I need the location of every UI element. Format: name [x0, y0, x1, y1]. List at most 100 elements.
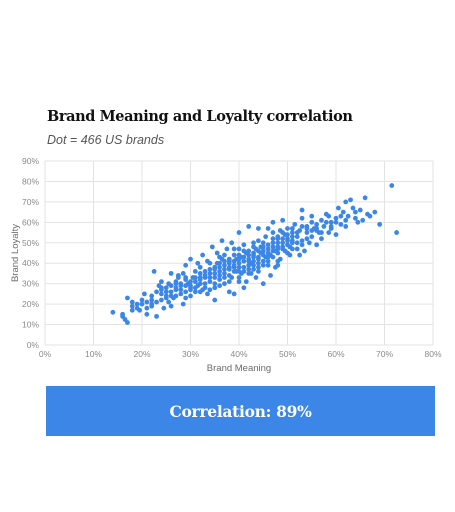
scatter-point: [270, 219, 276, 225]
scatter-point: [270, 244, 276, 250]
scatter-point: [202, 269, 208, 274]
scatter-point: [188, 256, 193, 262]
scatter-point: [270, 248, 276, 254]
scatter-point: [246, 252, 252, 258]
scatter-point: [241, 254, 247, 260]
scatter-point: [265, 226, 271, 231]
scatter-point: [154, 289, 159, 295]
scatter-point: [144, 305, 150, 311]
scatter-point: [236, 275, 242, 280]
scatter-point: [231, 252, 237, 258]
scatter-point: [299, 224, 305, 229]
scatter-point: [226, 279, 232, 285]
scatter-point: [251, 250, 256, 256]
scatter-point: [207, 275, 213, 280]
scatter-point: [222, 275, 227, 280]
scatter-point: [236, 260, 242, 266]
scatter-point: [134, 301, 140, 307]
scatter-point: [328, 219, 334, 225]
scatter-point: [367, 213, 373, 219]
scatter-point: [195, 260, 201, 266]
scatter-point: [222, 266, 227, 272]
scatter-point: [256, 238, 261, 244]
scatter-point: [336, 205, 341, 211]
scatter-point: [270, 254, 276, 260]
y-tick-label: 10%: [22, 320, 39, 330]
scatter-point: [180, 301, 186, 307]
scatter-point: [110, 309, 116, 315]
x-tick-label: 70%: [376, 349, 393, 359]
scatter-point: [188, 283, 193, 289]
correlation-banner: Correlation: 89%: [46, 386, 435, 436]
scatter-point: [343, 224, 349, 229]
scatter-point: [243, 279, 249, 285]
scatter-point: [129, 303, 135, 309]
scatter-point: [304, 236, 310, 242]
scatter-point: [265, 254, 271, 260]
scatter-point: [256, 260, 261, 266]
correlation-text: Correlation: 89%: [169, 401, 312, 421]
scatter-point: [323, 219, 329, 225]
x-tick-label: 10%: [85, 349, 102, 359]
scatter-point: [192, 289, 198, 295]
scatter-point: [178, 281, 184, 287]
scatter-point: [231, 246, 237, 252]
scatter-point: [275, 234, 281, 240]
scatter-point: [256, 254, 261, 260]
scatter-point: [226, 289, 232, 295]
scatter-point: [154, 313, 159, 319]
scatter-point: [217, 260, 223, 266]
scatter-point: [207, 279, 213, 285]
scatter-point: [280, 246, 286, 252]
scatter-point: [222, 281, 227, 287]
scatter-point: [197, 281, 203, 287]
scatter-point: [231, 262, 237, 268]
scatter-point: [246, 248, 252, 254]
scatter-point: [299, 207, 305, 213]
scatter-point: [202, 275, 208, 280]
scatter-point: [372, 209, 378, 215]
y-tick-label: 0%: [27, 340, 40, 350]
scatter-point: [260, 281, 266, 287]
y-tick-label: 50%: [22, 238, 39, 248]
scatter-point: [353, 215, 358, 221]
scatter-plot: 0% 10% 20% 30% 40% 50% 60% 70% 80% 0% 10% 20% 30% 40…: [10, 156, 442, 374]
scatter-point: [260, 258, 266, 264]
scatter-point: [192, 275, 198, 280]
scatter-point: [168, 303, 174, 309]
y-tick-label: 20%: [22, 299, 39, 309]
scatter-point: [265, 262, 271, 268]
scatter-point: [142, 291, 147, 297]
scatter-point: [134, 305, 140, 311]
scatter-point: [159, 297, 164, 303]
scatter-point: [192, 279, 198, 285]
scatter-point: [299, 242, 305, 248]
y-tick-label: 70%: [22, 197, 39, 207]
scatter-point: [149, 303, 155, 309]
scatter-point: [217, 269, 223, 274]
scatter-point: [173, 281, 179, 287]
scatter-point: [183, 262, 189, 268]
x-axis-label: Brand Meaning: [207, 363, 271, 374]
scatter-point: [304, 226, 310, 231]
x-tick-label: 50%: [279, 349, 296, 359]
scatter-point: [192, 285, 198, 291]
scatter-point: [256, 269, 261, 274]
scatter-point: [241, 269, 247, 274]
scatter-point: [314, 242, 319, 248]
scatter-point: [302, 248, 307, 254]
scatter-point: [389, 183, 395, 188]
x-tick-label: 30%: [182, 349, 199, 359]
y-tick-label: 80%: [22, 176, 39, 186]
scatter-point: [285, 232, 290, 238]
scatter-point: [360, 217, 366, 223]
scatter-point: [212, 297, 218, 303]
scatter-point: [188, 293, 193, 299]
scatter-point: [304, 230, 310, 235]
scatter-point: [159, 287, 164, 293]
scatter-point: [183, 283, 189, 289]
scatter-point: [226, 264, 232, 270]
scatter-point: [292, 221, 298, 227]
scatter-point: [166, 299, 172, 305]
scatter-point: [294, 240, 300, 246]
